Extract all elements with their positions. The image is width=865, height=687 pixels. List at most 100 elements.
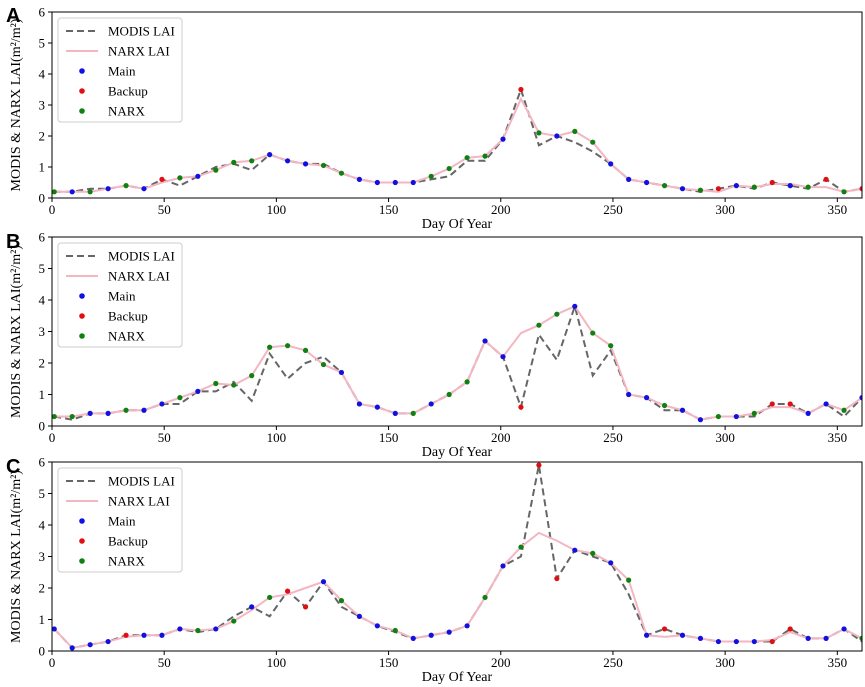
x-tick-label: 50 <box>158 655 171 670</box>
point-narx <box>805 184 811 190</box>
point-main <box>554 133 560 139</box>
point-narx <box>320 361 327 368</box>
legend-label: Main <box>108 289 136 304</box>
legend-marker-narx <box>79 108 85 114</box>
y-tick-label: 1 <box>39 160 46 175</box>
panel-letter: A <box>6 5 20 27</box>
point-backup <box>769 638 775 645</box>
x-tick-label: 350 <box>828 202 848 217</box>
point-narx <box>231 159 237 165</box>
legend-label: Backup <box>108 534 148 549</box>
point-backup <box>123 632 129 638</box>
legend-box <box>57 17 183 123</box>
legend-label: NARX LAI <box>108 269 170 284</box>
y-tick-label: 4 <box>39 67 46 82</box>
point-main <box>733 183 739 189</box>
point-narx <box>482 153 488 159</box>
point-main <box>679 407 686 413</box>
point-main <box>356 613 362 619</box>
y-tick-label: 3 <box>39 549 46 564</box>
legend-marker-backup <box>79 313 85 319</box>
point-main <box>87 410 93 416</box>
y-tick-label: 6 <box>39 230 46 245</box>
x-tick-label: 50 <box>158 202 171 217</box>
point-main <box>69 189 75 195</box>
x-tick-label: 50 <box>158 430 171 445</box>
point-narx <box>554 311 560 317</box>
point-main <box>177 626 183 632</box>
point-main <box>410 635 416 642</box>
point-narx <box>608 343 614 349</box>
point-main <box>356 176 362 182</box>
point-main <box>105 638 111 645</box>
legend-marker-narx <box>79 333 85 339</box>
point-main <box>195 388 201 394</box>
point-narx <box>231 618 237 624</box>
y-tick-label: 5 <box>39 261 46 276</box>
point-main <box>841 626 847 632</box>
x-tick-label: 300 <box>715 655 735 670</box>
legend-label: NARX LAI <box>108 494 170 509</box>
point-main <box>267 152 273 158</box>
point-backup <box>859 186 862 192</box>
legend-marker-narx <box>79 558 85 564</box>
legend-box <box>57 242 183 348</box>
point-narx <box>590 330 596 336</box>
point-main <box>52 626 57 632</box>
point-main <box>374 404 380 410</box>
point-narx <box>464 155 470 161</box>
point-narx <box>410 410 416 416</box>
legend-label: NARX <box>108 554 145 569</box>
point-backup <box>787 401 793 407</box>
point-narx <box>213 167 219 173</box>
point-backup <box>715 186 721 192</box>
point-main <box>626 391 632 398</box>
point-narx <box>320 162 327 169</box>
legend-label: Main <box>108 64 136 79</box>
x-tick-label: 150 <box>379 202 399 217</box>
point-narx <box>284 343 291 349</box>
legend-marker-backup <box>79 538 85 544</box>
panel-letter: B <box>6 231 20 253</box>
x-axis-title: Day Of Year <box>422 217 493 232</box>
point-main <box>159 401 165 407</box>
point-narx <box>572 128 578 134</box>
point-main <box>626 176 632 182</box>
point-main <box>500 563 506 569</box>
point-main <box>643 395 650 401</box>
point-narx <box>518 544 524 550</box>
point-backup <box>518 86 524 93</box>
point-main <box>105 410 111 416</box>
point-main <box>446 629 452 635</box>
y-axis-title: MODIS & NARX LAI(m²/m²) <box>9 18 24 191</box>
legend-label: NARX LAI <box>108 44 170 59</box>
point-main <box>859 395 862 401</box>
x-axis-title: Day Of Year <box>422 670 493 685</box>
x-tick-label: 0 <box>49 202 56 217</box>
point-main <box>805 410 811 416</box>
x-tick-label: 100 <box>267 430 287 445</box>
point-narx <box>195 627 201 634</box>
x-tick-label: 100 <box>267 202 287 217</box>
panel-a: A 0 50 100 150 200 250 300 350 0 1 2 3 4 5 6 Day Of Year… <box>6 5 863 232</box>
legend-marker-main <box>79 68 85 74</box>
point-narx <box>859 635 862 641</box>
y-tick-label: 1 <box>39 387 46 402</box>
point-narx <box>626 577 632 583</box>
y-tick-label: 2 <box>39 581 46 596</box>
legend-marker-backup <box>79 88 85 94</box>
point-narx <box>697 187 704 193</box>
y-tick-label: 6 <box>39 5 46 20</box>
y-tick-label: 2 <box>39 356 46 371</box>
point-narx <box>464 379 470 385</box>
point-backup <box>769 401 775 407</box>
x-tick-label: 200 <box>491 430 511 445</box>
point-main <box>482 338 488 344</box>
legend-label: NARX <box>108 329 145 344</box>
point-main <box>805 635 811 642</box>
point-main <box>464 623 470 629</box>
y-tick-label: 0 <box>39 644 46 659</box>
point-backup <box>769 179 775 186</box>
x-tick-label: 200 <box>491 202 511 217</box>
